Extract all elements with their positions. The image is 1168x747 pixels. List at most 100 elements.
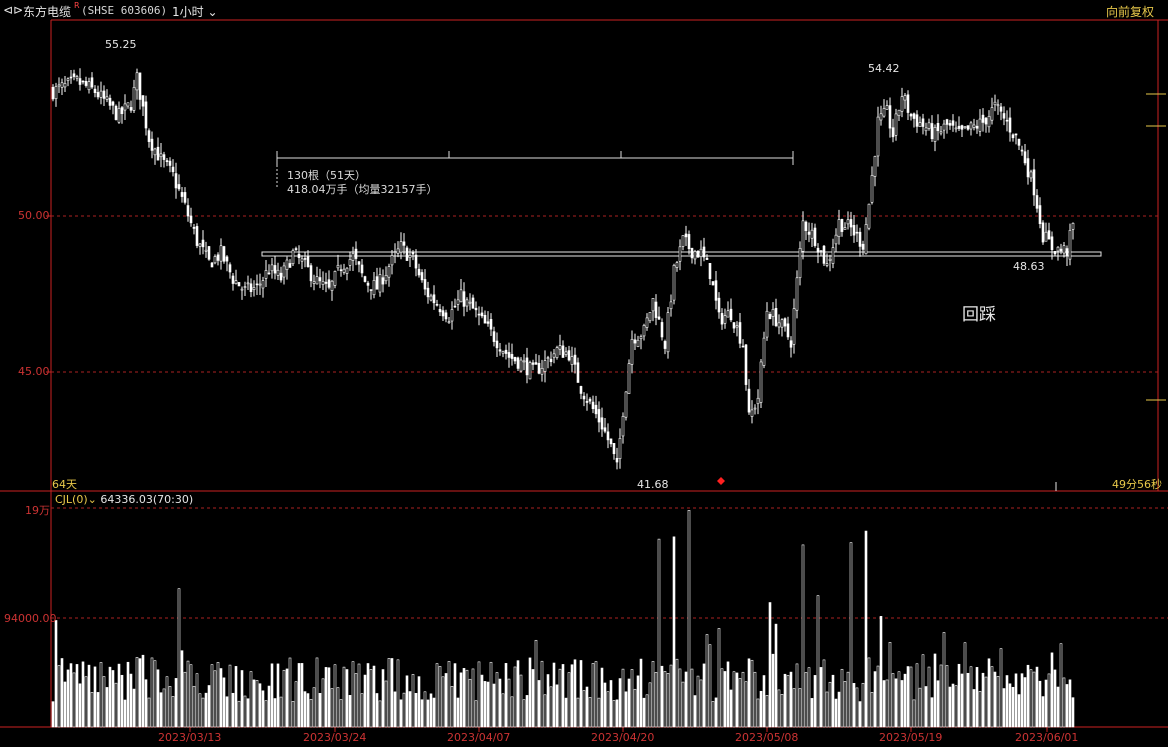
- candle-body: [741, 345, 745, 348]
- volume-bar: [624, 691, 628, 728]
- candle-body: [336, 264, 340, 269]
- candle-body: [402, 241, 406, 246]
- candle-body: [711, 281, 715, 286]
- candle-body: [831, 247, 835, 264]
- volume-bar: [369, 669, 373, 728]
- candle-body: [642, 325, 646, 337]
- x-date-label: 2023/06/01: [1015, 731, 1079, 744]
- candle-body: [723, 315, 727, 324]
- volume-bar: [540, 660, 544, 728]
- candle-body: [846, 219, 850, 225]
- candle-body: [222, 246, 226, 262]
- candle-body: [1032, 169, 1036, 196]
- volume-bar: [993, 671, 997, 728]
- candle-body: [924, 127, 928, 132]
- volume-bar: [873, 671, 877, 728]
- candle-body: [189, 215, 193, 224]
- volume-bar: [162, 688, 166, 728]
- range-bars-note: 130根（51天）: [287, 169, 366, 182]
- candle-body: [225, 256, 229, 262]
- candle-body: [345, 267, 349, 274]
- candle-body: [993, 101, 997, 106]
- candle-body: [1038, 205, 1042, 225]
- volume-bar: [678, 668, 682, 728]
- candle-body: [423, 279, 427, 290]
- candle-body: [312, 281, 316, 284]
- candle-body: [51, 86, 55, 100]
- candle-body: [597, 409, 601, 423]
- volume-bar: [570, 664, 574, 728]
- candle-body: [960, 125, 964, 130]
- volume-bar: [660, 665, 664, 728]
- candle-body: [327, 279, 331, 288]
- adjust-mode-label[interactable]: 向前复权: [1106, 5, 1155, 19]
- candle-body: [609, 438, 613, 445]
- volume-bar: [834, 698, 838, 728]
- event-marker-icon[interactable]: [717, 477, 725, 485]
- candle-body: [360, 264, 364, 274]
- candle-body: [342, 268, 346, 273]
- volume-bar: [579, 660, 583, 728]
- volume-bar: [930, 697, 934, 728]
- candle-body: [198, 243, 202, 247]
- candle-body: [75, 76, 79, 79]
- volume-bar: [594, 661, 598, 728]
- candle-body: [207, 246, 211, 260]
- volume-bar: [633, 688, 637, 728]
- candle-body: [699, 248, 703, 258]
- candle-body: [357, 261, 361, 265]
- candle-body: [69, 76, 73, 79]
- volume-bar: [342, 666, 346, 728]
- volume-bar: [354, 673, 358, 728]
- candle-body: [792, 308, 796, 345]
- candle-body: [618, 438, 622, 459]
- back-arrows-icon[interactable]: ⊲⊳: [3, 3, 24, 17]
- volume-bar: [378, 700, 382, 728]
- candle-body: [60, 82, 64, 88]
- candle-body: [309, 265, 313, 282]
- volume-bar: [1053, 669, 1057, 728]
- volume-bar: [462, 668, 466, 728]
- volume-bar: [627, 678, 631, 728]
- volume-bar: [726, 661, 730, 728]
- volume-bar: [555, 684, 559, 728]
- volume-bar: [813, 675, 817, 728]
- volume-bar: [270, 663, 274, 728]
- candle-body: [567, 350, 571, 361]
- candle-body: [561, 345, 565, 358]
- volume-bar: [465, 669, 469, 728]
- candle-body: [435, 303, 439, 306]
- support-zone-rect[interactable]: [261, 251, 1102, 257]
- candle-body: [537, 363, 541, 374]
- candle-body: [1011, 134, 1015, 139]
- range-measure-tool[interactable]: [276, 151, 794, 188]
- candle-body: [795, 277, 799, 311]
- volume-bar: [888, 642, 892, 728]
- candle-body: [627, 363, 631, 394]
- indicator-selector[interactable]: CJL(0)⌄: [55, 493, 97, 506]
- candle-body: [531, 362, 535, 365]
- candle-body: [753, 407, 757, 410]
- volume-bar: [177, 588, 181, 728]
- candle-body: [204, 249, 208, 252]
- candle-body: [855, 231, 859, 234]
- volume-bar: [198, 693, 202, 728]
- volume-bar: [249, 671, 253, 728]
- candle-body: [702, 246, 706, 258]
- candle-body: [708, 263, 712, 279]
- candle-body: [303, 258, 307, 260]
- volume-bar: [996, 676, 1000, 728]
- candle-body: [93, 88, 97, 93]
- volume-bar: [1041, 696, 1045, 728]
- candle-body: [645, 317, 649, 328]
- price-label-45: 45.00: [18, 365, 50, 378]
- timeframe-selector[interactable]: 1小时 ⌄: [172, 5, 218, 19]
- candle-body: [555, 347, 559, 358]
- candle-body: [849, 219, 853, 228]
- volume-bar: [585, 686, 589, 728]
- candle-body: [108, 97, 112, 106]
- volume-bar: [915, 663, 919, 728]
- volume-bar: [711, 701, 715, 728]
- volume-bar: [1029, 669, 1033, 728]
